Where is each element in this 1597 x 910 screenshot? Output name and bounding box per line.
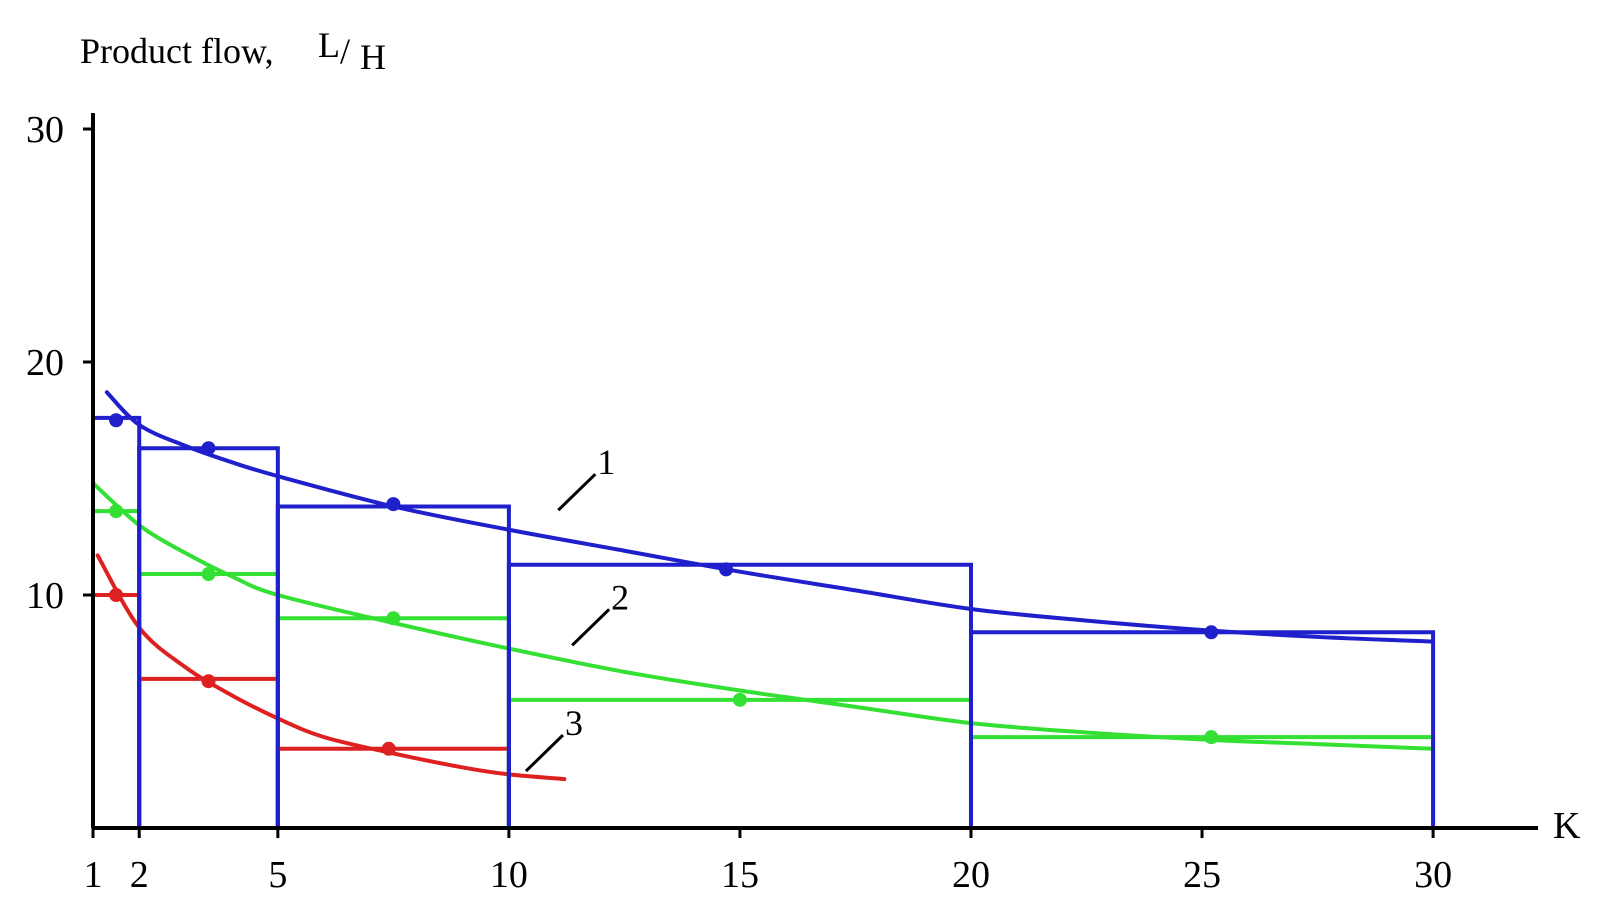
- series-2-point-1: [109, 504, 124, 519]
- y-tick-label-30: 30: [26, 109, 64, 151]
- y-tick-label-20: 20: [26, 342, 64, 384]
- series-1-point-4: [719, 562, 734, 577]
- series-2-point-5: [1204, 730, 1219, 745]
- x-tick-label-25: 25: [1183, 854, 1221, 896]
- series-2-bin-2: [137, 572, 280, 828]
- series-2-point-2: [201, 567, 216, 582]
- series-1-label: 1: [597, 442, 615, 482]
- x-tick-label-1: 1: [84, 854, 103, 896]
- series-3-bin-3: [275, 746, 511, 828]
- y-tick-label-10: 10: [26, 575, 64, 617]
- series-2-point-4: [732, 692, 747, 707]
- series-3-label: 3: [565, 703, 583, 743]
- x-tick-label-20: 20: [952, 854, 990, 896]
- x-tick-label-15: 15: [721, 854, 759, 896]
- series-3-bin-2: [137, 676, 280, 828]
- series-3-point-2: [201, 674, 216, 689]
- series-2-leader: [571, 608, 611, 647]
- series-3-curve: [95, 553, 567, 782]
- series-1: 1: [91, 390, 1436, 828]
- series-3-leader: [524, 734, 565, 773]
- x-tick-label-2: 2: [130, 854, 149, 896]
- series-1-point-2: [201, 441, 216, 456]
- series-2: 2: [91, 481, 1436, 828]
- series-1-bin-5: [968, 630, 1436, 828]
- y-axis-title: Product flow,: [80, 31, 274, 71]
- y-axis-unit-denominator: H: [360, 37, 386, 77]
- series-1-leader: [557, 473, 597, 512]
- x-axis-title: K: [1553, 805, 1581, 847]
- series-3-bin-1: [91, 593, 142, 828]
- y-axis-unit-separator: /: [340, 31, 350, 71]
- series-2-label: 2: [611, 577, 629, 617]
- y-axis-unit-numerator: L: [318, 25, 340, 65]
- series-1-bin-3: [275, 504, 511, 828]
- series-3-point-1: [109, 588, 124, 602]
- x-tick-label-30: 30: [1414, 854, 1452, 896]
- series-2-point-3: [386, 611, 401, 626]
- series-1-point-1: [109, 413, 124, 428]
- x-tick-label-5: 5: [268, 854, 287, 896]
- series-1-point-3: [386, 497, 401, 512]
- axes: [91, 113, 1538, 830]
- series-2-bin-5: [968, 735, 1436, 828]
- series-3-point-3: [381, 741, 396, 756]
- series-1-curve: [104, 390, 1436, 644]
- series-1-bin-2: [137, 446, 280, 828]
- series-1-bin-1: [91, 415, 142, 828]
- x-tick-label-10: 10: [490, 854, 528, 896]
- series-2-curve: [91, 481, 1436, 751]
- series-layer: 3 2 1: [91, 390, 1436, 828]
- series-2-bin-3: [275, 616, 511, 828]
- series-1-point-5: [1204, 625, 1219, 640]
